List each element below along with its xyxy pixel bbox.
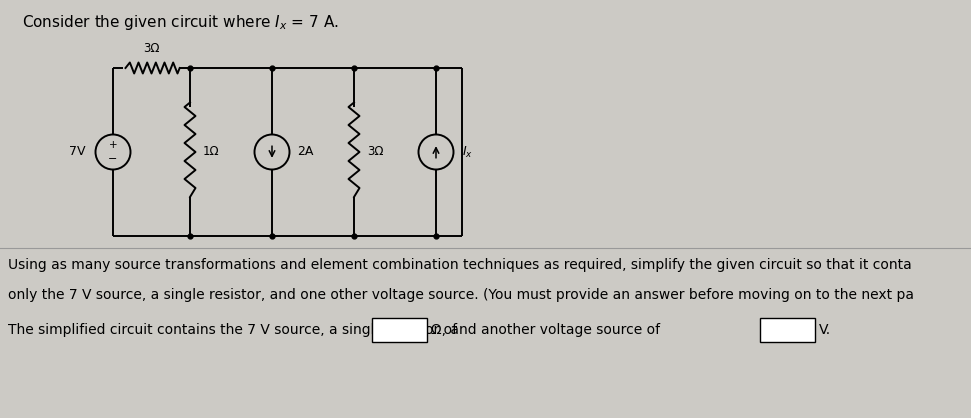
- Text: +: +: [109, 140, 117, 150]
- Text: −: −: [109, 154, 117, 164]
- Text: 3Ω: 3Ω: [144, 43, 160, 56]
- Text: 3Ω: 3Ω: [367, 145, 384, 158]
- Text: Consider the given circuit where $I_x$ = 7 A.: Consider the given circuit where $I_x$ =…: [22, 13, 339, 32]
- Text: only the 7 V source, a single resistor, and one other voltage source. (You must : only the 7 V source, a single resistor, …: [8, 288, 914, 302]
- Text: Using as many source transformations and element combination techniques as requi: Using as many source transformations and…: [8, 258, 912, 272]
- Text: The simplified circuit contains the 7 V source, a single resistor of: The simplified circuit contains the 7 V …: [8, 323, 457, 337]
- Text: Ω, and another voltage source of: Ω, and another voltage source of: [431, 323, 660, 337]
- Text: $I_x$: $I_x$: [461, 145, 473, 160]
- Bar: [760, 318, 815, 342]
- Text: 2A: 2A: [297, 145, 314, 158]
- Text: 7V: 7V: [69, 145, 85, 158]
- Bar: [372, 318, 427, 342]
- Text: V.: V.: [819, 323, 831, 337]
- Text: 1Ω: 1Ω: [203, 145, 219, 158]
